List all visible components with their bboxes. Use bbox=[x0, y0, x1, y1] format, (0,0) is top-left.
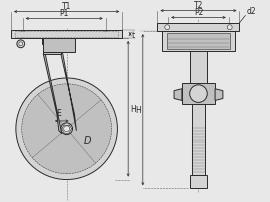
Bar bbox=[43, 39, 75, 52]
Circle shape bbox=[22, 84, 112, 174]
Bar bbox=[45, 40, 70, 44]
Text: R: R bbox=[196, 177, 201, 186]
Polygon shape bbox=[215, 89, 223, 101]
Bar bbox=[42, 39, 73, 45]
Text: T2: T2 bbox=[194, 1, 203, 10]
Circle shape bbox=[165, 26, 170, 31]
Text: P2: P2 bbox=[194, 8, 203, 17]
Text: H: H bbox=[130, 105, 136, 114]
Bar bbox=[182, 83, 215, 105]
Bar bbox=[190, 175, 207, 188]
Polygon shape bbox=[174, 89, 182, 101]
Circle shape bbox=[17, 41, 25, 48]
Text: d1d: d1d bbox=[191, 91, 203, 96]
Text: t: t bbox=[132, 30, 135, 39]
Circle shape bbox=[103, 32, 109, 38]
Bar bbox=[192, 105, 205, 175]
Circle shape bbox=[16, 79, 117, 180]
Bar bbox=[11, 31, 122, 39]
Bar bbox=[162, 32, 235, 51]
Bar bbox=[167, 34, 230, 49]
Text: D: D bbox=[84, 136, 92, 146]
Text: d2: d2 bbox=[246, 6, 256, 15]
Text: E: E bbox=[56, 108, 61, 117]
Bar bbox=[190, 51, 207, 85]
Text: P1: P1 bbox=[59, 9, 69, 18]
Polygon shape bbox=[61, 54, 76, 131]
Circle shape bbox=[190, 85, 207, 103]
Circle shape bbox=[19, 43, 23, 46]
Circle shape bbox=[227, 26, 232, 31]
Bar bbox=[43, 43, 61, 54]
Bar bbox=[15, 32, 119, 38]
Circle shape bbox=[64, 126, 70, 132]
Polygon shape bbox=[43, 54, 62, 134]
Circle shape bbox=[61, 123, 73, 135]
Text: T1: T1 bbox=[62, 2, 71, 11]
Circle shape bbox=[20, 32, 26, 38]
Text: H: H bbox=[135, 106, 141, 115]
Bar bbox=[157, 24, 239, 32]
